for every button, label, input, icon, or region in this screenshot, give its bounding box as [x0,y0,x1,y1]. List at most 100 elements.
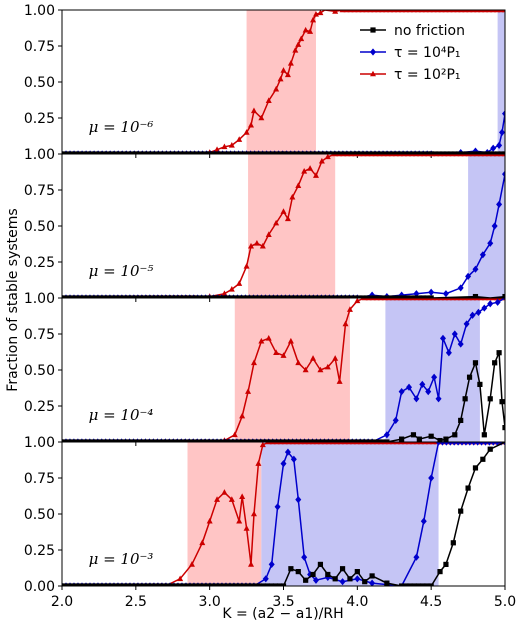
data-point-tau4 [470,442,477,446]
data-point-no_friction [375,151,381,154]
data-point-tau2 [228,142,235,148]
data-point-no_friction [129,151,135,154]
data-point-no_friction [75,439,81,442]
data-point-no_friction [243,295,250,298]
legend-entry: no friction [360,23,465,39]
data-point-no_friction [465,485,471,491]
data-point-tau4 [435,395,442,403]
data-point-no_friction [99,583,105,586]
data-point-no_friction [340,295,346,298]
data-point-no_friction [332,439,338,442]
data-point-no_friction [296,439,302,442]
data-point-no_friction [223,295,230,298]
data-point-no_friction [219,295,226,298]
data-point-no_friction [224,583,230,586]
panel-label: μ = 10⁻⁴ [89,406,154,424]
data-point-no_friction [119,295,125,298]
data-point-tau2 [273,219,280,226]
data-point-no_friction [487,151,493,154]
data-point-no_friction [263,439,270,442]
x-tick-label: 2.0 [51,594,73,610]
data-point-no_friction [163,295,169,298]
data-point-no_friction [483,151,489,154]
data-point-tau2 [255,460,262,466]
data-point-no_friction [191,439,197,442]
data-point-tau2 [273,349,280,356]
legend-label: τ = 10²P₁ [394,67,461,83]
data-point-no_friction [372,439,378,442]
data-point-tau2 [302,366,309,373]
shaded-region [234,298,350,442]
data-point-no_friction [404,295,410,298]
data-point-no_friction [352,295,358,298]
data-point-no_friction [316,295,322,298]
data-point-no_friction [491,151,497,154]
data-point-no_friction [107,439,113,442]
data-point-no_friction [354,151,360,154]
data-point-no_friction [62,439,65,442]
data-point-no_friction [67,295,73,298]
series-line-tau4 [62,298,505,442]
data-point-no_friction [300,295,306,298]
data-point-no_friction [133,151,139,154]
data-point-no_friction [450,540,456,546]
data-point-no_friction [498,151,504,154]
x-tick-label: 4.5 [420,594,442,610]
data-point-no_friction [344,295,350,298]
data-point-tau4 [262,575,269,583]
x-tick-label: 5.0 [494,594,516,610]
data-point-tau4 [475,308,482,316]
data-point-tau2 [236,136,243,142]
data-point-tau2 [258,337,265,344]
data-point-tau4 [413,553,420,561]
data-point-tau2 [277,75,284,82]
data-point-no_friction [161,151,168,154]
data-point-tau4 [451,330,458,338]
data-point-no_friction [303,577,309,583]
data-point-no_friction [340,439,346,442]
data-point-no_friction [247,439,254,442]
data-point-no_friction [123,583,130,586]
data-point-no_friction [172,583,178,586]
data-point-no_friction [199,439,205,442]
data-point-no_friction [411,583,417,586]
data-point-tau2 [324,154,331,160]
plot-area [62,442,505,586]
data-point-no_friction [84,151,90,154]
data-point-no_friction [324,439,330,442]
data-point-no_friction [360,439,366,442]
data-point-no_friction [255,439,262,442]
data-point-no_friction [436,151,442,154]
data-point-no_friction [149,151,155,154]
data-point-tau2 [502,154,505,157]
data-point-tau4 [435,442,442,446]
y-tick-label: 1.00 [24,291,55,307]
data-point-no_friction [330,151,336,154]
data-point-no_friction [408,295,414,298]
data-point-no_friction [115,583,121,586]
data-point-no_friction [147,295,153,298]
data-point-no_friction [256,295,262,298]
data-point-tau4 [469,311,476,319]
x-tick-label: 3.0 [199,594,221,610]
data-point-no_friction [88,151,94,154]
data-point-tau4 [295,496,302,504]
data-point-no_friction [99,439,105,442]
data-point-no_friction [279,439,286,442]
data-point-no_friction [208,583,214,586]
data-point-no_friction [256,583,262,586]
data-point-no_friction [215,151,221,154]
data-point-no_friction [475,151,482,154]
data-point-tau2 [231,431,238,438]
data-point-no_friction [139,439,145,442]
data-point-no_friction [111,439,117,442]
data-point-tau4 [490,144,497,152]
data-point-no_friction [135,583,142,586]
shaded-region [385,298,480,442]
data-point-no_friction [444,151,450,154]
data-point-no_friction [103,439,109,442]
shaded-region [187,442,262,586]
data-point-no_friction [79,583,85,586]
data-point-tau4 [406,383,413,391]
data-point-no_friction [198,151,205,154]
